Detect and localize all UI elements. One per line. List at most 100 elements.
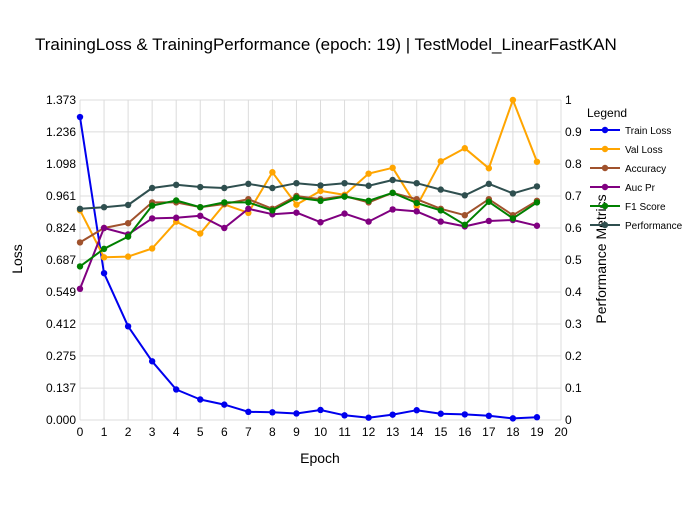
- data-point-train-loss: [461, 411, 468, 418]
- data-point-auc-pr: [533, 222, 541, 229]
- data-point-auc-pr: [245, 205, 252, 212]
- data-point-train-loss: [245, 408, 252, 416]
- data-point-f1-score: [245, 199, 252, 206]
- legend-label: Performance: [625, 221, 683, 232]
- data-point-f1-score: [100, 245, 108, 252]
- data-point-train-loss: [317, 406, 324, 414]
- data-point-train-loss: [485, 412, 493, 420]
- data-point-val-loss: [365, 170, 372, 177]
- data-point-f1-score: [173, 197, 180, 204]
- y-left-tick-label: 1.373: [46, 93, 76, 107]
- y-left-tick-label: 0.549: [46, 285, 76, 299]
- data-point-auc-pr: [100, 224, 108, 232]
- data-point-performance: [317, 182, 324, 189]
- y-left-tick-label: 1.098: [46, 157, 76, 171]
- y-right-tick-label: 0.2: [565, 349, 582, 363]
- legend-swatch-marker: [601, 145, 609, 153]
- series-line-f1-score: [79, 191, 538, 268]
- y-right-tick-label: 0.3: [565, 317, 582, 331]
- series-line-performance: [79, 179, 538, 210]
- x-tick-label: 6: [221, 425, 228, 439]
- data-point-performance: [413, 180, 420, 187]
- data-point-train-loss: [148, 358, 156, 365]
- x-tick-label: 19: [530, 425, 544, 439]
- data-point-auc-pr: [485, 217, 493, 225]
- data-point-train-loss: [365, 414, 372, 421]
- y-left-tick-label: 0.275: [46, 349, 76, 363]
- legend-label: Train Loss: [625, 126, 671, 137]
- legend-item-accuracy: Accuracy: [590, 164, 666, 175]
- data-point-auc-pr: [389, 206, 396, 213]
- data-point-val-loss: [197, 230, 204, 237]
- x-tick-label: 3: [149, 425, 156, 439]
- data-point-train-loss: [437, 410, 444, 417]
- data-point-f1-score: [269, 207, 276, 214]
- y-left-tick-label: 0.824: [46, 221, 76, 235]
- y-left-tick-label: 0.961: [46, 189, 76, 203]
- data-point-val-loss: [533, 158, 541, 165]
- data-point-train-loss: [197, 396, 204, 403]
- x-tick-label: 2: [125, 425, 132, 439]
- data-point-f1-score: [485, 198, 493, 205]
- x-tick-label: 15: [434, 425, 448, 439]
- data-point-f1-score: [461, 221, 468, 228]
- data-point-train-loss: [76, 113, 84, 121]
- data-point-performance: [124, 201, 132, 209]
- data-point-f1-score: [293, 194, 300, 201]
- data-point-val-loss: [148, 245, 156, 252]
- data-point-auc-pr: [365, 218, 372, 225]
- data-point-performance: [341, 180, 348, 187]
- data-point-f1-score: [197, 204, 204, 211]
- y-right-axis-title: Performance Metrics: [593, 194, 609, 323]
- grid-layer: [79, 99, 562, 421]
- data-point-f1-score: [221, 199, 228, 206]
- y-left-tick-label: 0.137: [46, 381, 76, 395]
- data-point-accuracy: [76, 239, 84, 246]
- x-tick-label: 4: [173, 425, 180, 439]
- data-point-train-loss: [221, 401, 228, 408]
- series-line-train-loss: [79, 116, 538, 420]
- legend-swatch-marker: [601, 164, 609, 172]
- data-point-auc-pr: [197, 212, 204, 220]
- legend-label: Auc Pr: [625, 183, 656, 194]
- data-point-auc-pr: [317, 219, 324, 226]
- series-line-val-loss: [79, 99, 538, 259]
- data-point-f1-score: [365, 197, 372, 204]
- data-point-f1-score: [148, 202, 156, 209]
- data-point-auc-pr: [76, 285, 84, 292]
- data-point-val-loss: [485, 165, 493, 172]
- data-point-performance: [461, 192, 468, 199]
- data-point-val-loss: [437, 158, 444, 165]
- legend-item-val-loss: Val Loss: [590, 145, 663, 156]
- x-tick-label: 8: [269, 425, 276, 439]
- data-point-performance: [100, 204, 108, 211]
- legend: Legend Train Loss Val Loss Accuracy Auc Pr F…: [587, 106, 683, 232]
- y-left-axis-title: Loss: [9, 244, 25, 274]
- data-point-auc-pr: [341, 210, 348, 217]
- y-right-tick-label: 0.8: [565, 157, 582, 171]
- x-tick-label: 9: [293, 425, 300, 439]
- data-point-val-loss: [293, 201, 300, 208]
- data-point-performance: [485, 180, 493, 188]
- y-right-tick-label: 0.9: [565, 125, 582, 139]
- x-tick-label: 10: [314, 425, 328, 439]
- legend-label: Accuracy: [625, 164, 666, 175]
- data-point-train-loss: [100, 269, 108, 277]
- legend-item-train-loss: Train Loss: [590, 126, 671, 137]
- data-point-val-loss: [509, 96, 517, 104]
- y-right-tick-label: 0.6: [565, 221, 582, 235]
- x-tick-label: 20: [554, 425, 568, 439]
- data-point-performance: [365, 182, 372, 189]
- data-point-f1-score: [124, 233, 132, 240]
- data-point-f1-score: [341, 193, 348, 200]
- data-point-train-loss: [269, 409, 276, 416]
- data-point-val-loss: [269, 169, 276, 176]
- data-point-auc-pr: [413, 208, 420, 215]
- x-tick-label: 12: [362, 425, 376, 439]
- legend-swatch-marker: [601, 221, 609, 229]
- data-point-f1-score: [317, 197, 324, 204]
- data-point-performance: [533, 183, 541, 190]
- y-left-tick-label: 0.000: [46, 413, 76, 427]
